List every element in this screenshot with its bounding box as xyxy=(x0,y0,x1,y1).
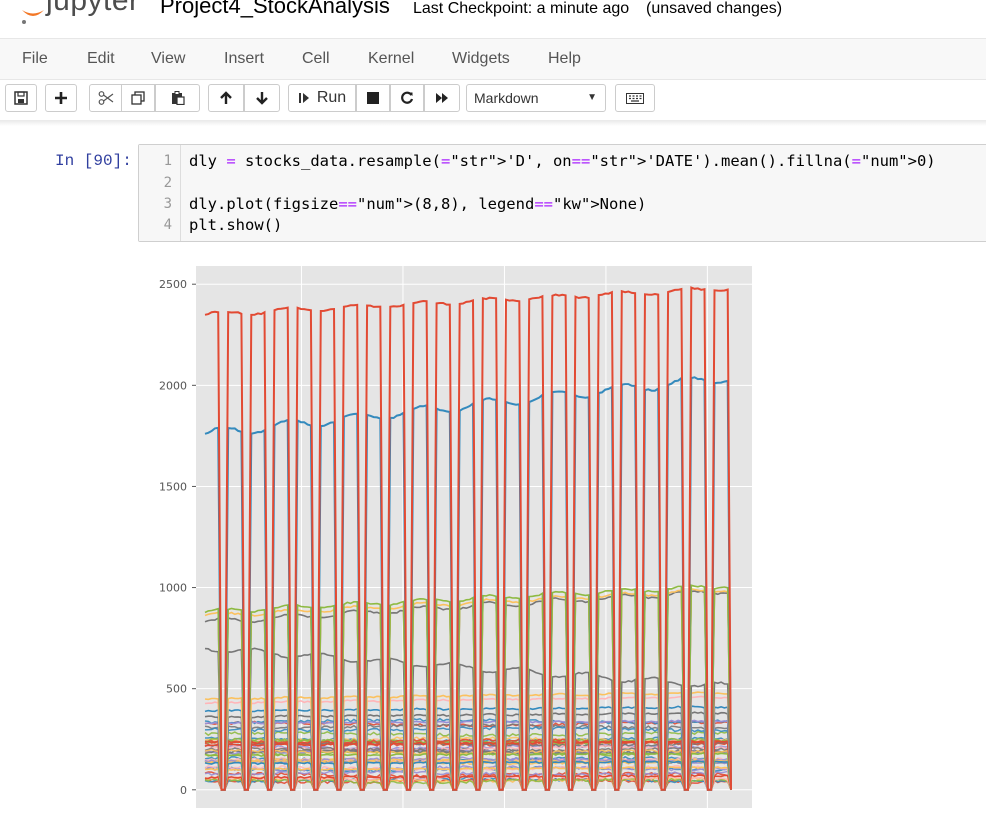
y-tick-label: 2500 xyxy=(159,278,187,291)
y-tick-label: 0 xyxy=(180,784,187,797)
fast-forward-icon xyxy=(436,93,448,103)
stop-icon xyxy=(367,92,379,104)
notebook-name[interactable]: Project4_StockAnalysis xyxy=(160,0,390,18)
restart-icon xyxy=(401,91,414,104)
cell-type-value: Markdown xyxy=(474,90,539,106)
toolbar: Run Markdown ▼ xyxy=(0,84,986,118)
menu-cell[interactable]: Cell xyxy=(302,50,330,67)
copy-icon xyxy=(131,91,145,105)
jupyter-logo-icon[interactable] xyxy=(18,0,48,28)
code-cell[interactable]: 1 2 3 4 dly = stocks_data.resample(="str… xyxy=(138,144,986,242)
last-checkpoint: Last Checkpoint: a minute ago xyxy=(413,0,630,17)
menu-file[interactable]: File xyxy=(22,50,48,67)
move-up-button[interactable] xyxy=(208,84,244,112)
command-palette-button[interactable] xyxy=(615,84,655,112)
copy-button[interactable] xyxy=(122,84,155,112)
autosave-status: (unsaved changes) xyxy=(646,0,783,17)
cell-type-select[interactable]: Markdown ▼ xyxy=(466,84,606,112)
line-number: 2 xyxy=(163,175,172,191)
menu-bar: File Edit View Insert Cell Kernel Widget… xyxy=(0,38,986,80)
y-tick-label: 1500 xyxy=(159,480,187,493)
y-tick-label: 2000 xyxy=(159,379,187,392)
cut-button[interactable] xyxy=(89,84,122,112)
code-line-4[interactable]: plt.show() xyxy=(189,216,283,234)
restart-run-all-button[interactable] xyxy=(424,84,460,112)
code-line-3[interactable]: dly.plot(figsize=="num">(8,8), legend=="… xyxy=(189,195,647,213)
y-tick-label: 1000 xyxy=(159,582,187,595)
line-number: 4 xyxy=(163,217,172,233)
save-icon xyxy=(14,91,28,105)
line-number-gutter: 1 2 3 4 xyxy=(139,145,181,241)
input-prompt: In [90]: xyxy=(55,152,132,170)
header-shadow xyxy=(0,120,986,126)
plus-icon xyxy=(55,92,67,104)
restart-button[interactable] xyxy=(390,84,424,112)
run-label: Run xyxy=(316,89,347,106)
interrupt-button[interactable] xyxy=(356,84,390,112)
menu-view[interactable]: View xyxy=(151,50,186,67)
line-number: 1 xyxy=(163,153,172,169)
menu-edit[interactable]: Edit xyxy=(87,50,115,67)
notebook-header: jupyter Project4_StockAnalysis Last Chec… xyxy=(0,0,986,24)
arrow-up-icon xyxy=(220,91,232,104)
insert-cell-button[interactable] xyxy=(45,84,77,112)
menu-widgets[interactable]: Widgets xyxy=(452,50,510,67)
code-line-1[interactable]: dly = stocks_data.resample(="str">'D', o… xyxy=(189,152,936,170)
run-icon xyxy=(298,93,309,103)
paste-button[interactable] xyxy=(155,84,200,112)
jupyter-logo-text[interactable]: jupyter xyxy=(46,0,140,17)
save-button[interactable] xyxy=(5,84,37,112)
series-line xyxy=(204,286,732,791)
run-button[interactable]: Run xyxy=(288,84,356,112)
cut-icon xyxy=(98,91,113,105)
keyboard-icon xyxy=(626,92,644,104)
move-down-button[interactable] xyxy=(244,84,280,112)
arrow-down-icon xyxy=(256,92,268,105)
paste-icon xyxy=(171,91,185,105)
chevron-down-icon: ▼ xyxy=(587,92,597,103)
line-number: 3 xyxy=(163,196,172,212)
line-chart: 0 500 1000 1500 2000 2500 xyxy=(159,266,752,808)
menu-help[interactable]: Help xyxy=(548,50,581,67)
y-tick-label: 500 xyxy=(166,683,187,696)
menu-kernel[interactable]: Kernel xyxy=(368,50,415,67)
menu-insert[interactable]: Insert xyxy=(224,50,265,67)
